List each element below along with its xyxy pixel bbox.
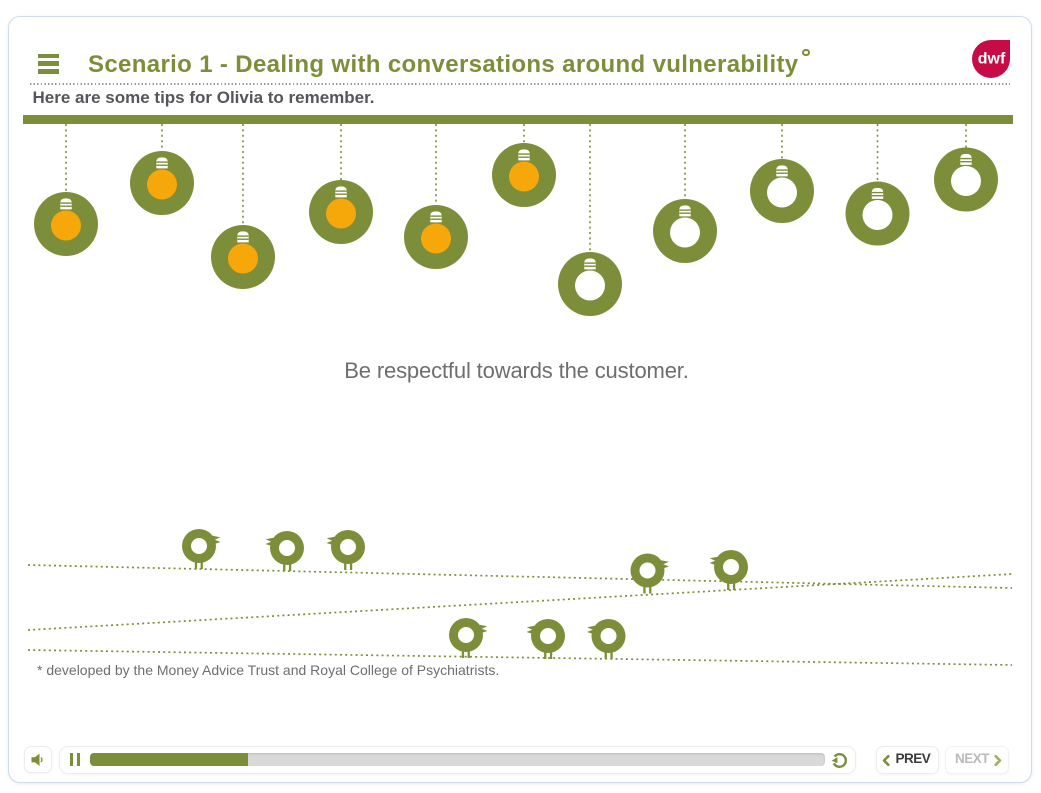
- svg-text:dwf: dwf: [978, 51, 1006, 68]
